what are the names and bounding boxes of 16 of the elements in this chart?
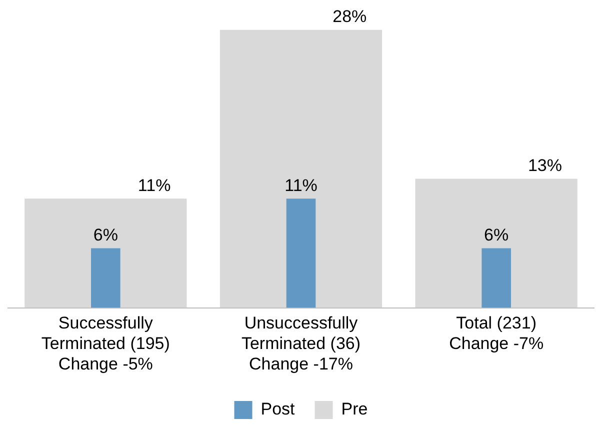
bar — [415, 178, 578, 308]
bar — [482, 248, 511, 308]
data-label: 28% — [332, 7, 367, 26]
x-tick-label: Total (231) Change -7% — [449, 314, 544, 354]
data-label: 6% — [484, 225, 509, 244]
legend-label: Post — [260, 400, 296, 419]
data-label: 13% — [528, 156, 562, 175]
x-tick-label: Unsuccessfully Terminated (36) Change -17% — [241, 314, 361, 374]
bar — [220, 30, 382, 308]
legend-label: Pre — [341, 400, 368, 419]
x-tick-label: Successfully Terminated (195) Change -5% — [41, 314, 170, 374]
data-label: 11% — [284, 176, 318, 195]
bar — [91, 248, 120, 308]
bar — [286, 198, 316, 308]
data-label: 6% — [93, 225, 118, 244]
data-label: 11% — [138, 176, 171, 195]
